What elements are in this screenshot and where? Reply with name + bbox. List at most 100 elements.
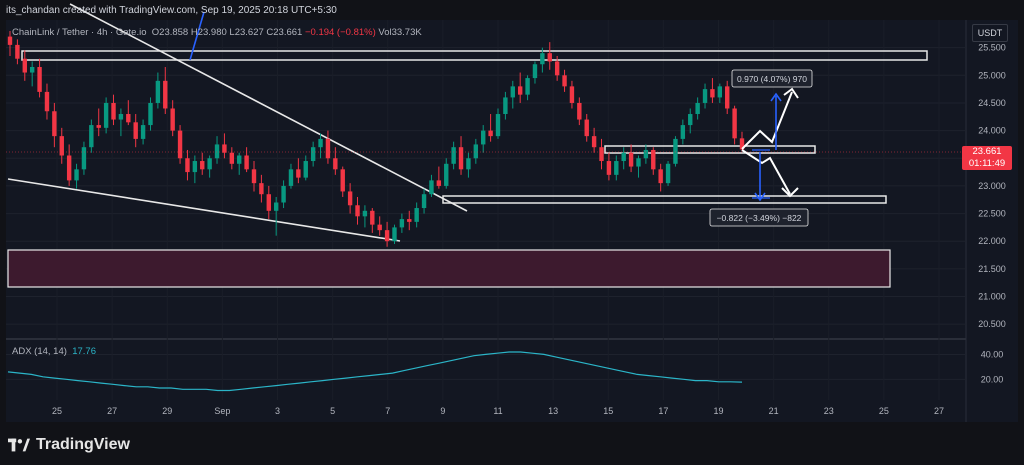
candle-body [466, 158, 471, 170]
support-box[interactable] [442, 195, 887, 204]
candle-body [214, 144, 220, 159]
candle-body [444, 163, 449, 186]
time-tick-label: 25 [879, 406, 889, 416]
candle-body [111, 102, 116, 120]
candle-body [569, 86, 575, 103]
brand-name: TradingView [36, 436, 130, 453]
candle-body [665, 163, 671, 184]
candle-body [126, 114, 131, 123]
candle-body [399, 219, 405, 228]
pen-arrow [189, 11, 205, 61]
candle-body [37, 67, 42, 92]
candle-body [74, 169, 79, 181]
demand-zone[interactable] [7, 249, 891, 288]
candle-body [577, 102, 582, 120]
candle-body [628, 152, 634, 167]
candle-body [658, 169, 663, 184]
candle-body [155, 80, 161, 103]
legend-high: H23.980 [190, 27, 227, 38]
bullish-projection-arrow[interactable] [741, 91, 793, 150]
candle-body [170, 108, 175, 131]
adx-legend: ADX (14, 14) 17.76 [12, 346, 96, 357]
price-tick-label: 21.000 [978, 292, 1006, 302]
time-tick-label: 27 [107, 406, 117, 416]
candle-body [318, 138, 323, 148]
candle-body [59, 136, 64, 156]
price-tick-label: 22.000 [978, 236, 1006, 246]
time-axis[interactable] [6, 400, 966, 422]
measure-down-arrowhead-icon [754, 192, 766, 202]
bar-countdown: 01:11:49 [968, 158, 1006, 169]
candle-body [495, 114, 501, 137]
time-tick-label: 21 [769, 406, 779, 416]
candle-body [177, 130, 183, 159]
time-tick-label: 3 [275, 406, 280, 416]
measure-down-label: −0.822 (−3.49%) −822 [717, 213, 802, 223]
candle-body [517, 86, 523, 95]
adx-series [7, 351, 743, 392]
adx-label[interactable]: ADX (14, 14) [12, 346, 67, 357]
candle-body [310, 147, 316, 162]
candle-body [347, 191, 353, 206]
candle-body [651, 149, 656, 170]
candle-body [163, 80, 168, 109]
candle-body [473, 144, 479, 159]
time-tick-label: 25 [52, 406, 62, 416]
legend-change: −0.194 (−0.81%) [304, 27, 376, 38]
price-pane[interactable] [6, 20, 966, 338]
symbol-legend: ChainLink / Tether · 4h · Gate.io O23.85… [12, 27, 422, 38]
candle-body [148, 102, 153, 126]
adx-pane[interactable] [6, 340, 966, 400]
candle-body [192, 161, 198, 173]
descending-trendline[interactable] [69, 3, 468, 212]
candle-body [488, 130, 493, 137]
candles [7, 31, 745, 247]
resistance-box-top[interactable] [21, 50, 928, 61]
candle-body [281, 185, 286, 203]
candle-body [680, 125, 686, 139]
candle-body [288, 169, 294, 186]
adx-line [7, 351, 743, 392]
candle-body [614, 161, 619, 175]
candle-body [621, 152, 626, 162]
bearish-projection-arrow[interactable] [741, 149, 791, 195]
candle-body [377, 224, 382, 231]
adx-tick-label: 40.00 [981, 349, 1004, 359]
candle-body [481, 130, 486, 145]
symbol-name[interactable]: ChainLink / Tether · 4h · Gate.io [12, 27, 147, 38]
candle-body [458, 147, 464, 170]
candle-body [599, 147, 604, 162]
price-tick-label: 25.000 [978, 70, 1006, 80]
measure-up-label-box [731, 69, 813, 88]
candle-body [259, 183, 264, 195]
candle-body [362, 210, 368, 217]
tradingview-logo-icon [8, 438, 30, 452]
candle-body [200, 161, 205, 170]
candle-body [591, 136, 597, 148]
candle-body [732, 108, 737, 139]
candle-body [22, 58, 27, 73]
legend-close: C23.661 [266, 27, 303, 38]
bearish-arrowhead-icon [781, 187, 799, 198]
currency-button[interactable]: USDT [972, 24, 1008, 42]
time-tick-label: 23 [824, 406, 834, 416]
candle-body [436, 180, 442, 186]
lower-trendline[interactable] [7, 178, 401, 242]
candle-body [118, 114, 124, 120]
candle-body [392, 227, 397, 242]
candle-body [273, 202, 279, 211]
candle-body [451, 147, 456, 164]
time-tick-label: 7 [385, 406, 390, 416]
candle-body [303, 161, 308, 178]
price-axis[interactable] [966, 20, 1018, 422]
time-tick-label: 17 [658, 406, 668, 416]
candle-body [547, 53, 552, 62]
pivot-box[interactable] [604, 145, 816, 154]
candle-body [355, 205, 360, 217]
candle-body [325, 138, 331, 159]
candle-body [81, 147, 87, 170]
candle-body [89, 125, 94, 148]
candle-body [29, 67, 35, 73]
bullish-arrowhead-icon [783, 87, 799, 99]
candle-body [688, 114, 693, 126]
